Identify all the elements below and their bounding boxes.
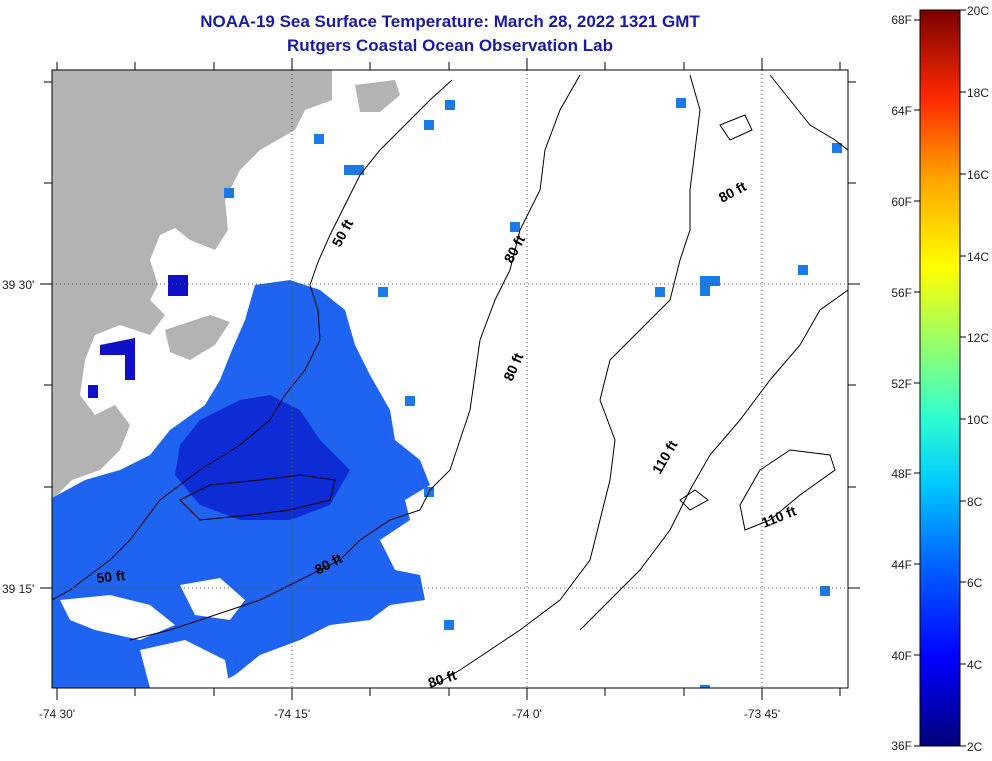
cb-c-14: 14C xyxy=(967,250,989,264)
cb-f-56: 56F xyxy=(891,286,912,300)
cb-c-2: 2C xyxy=(967,740,983,754)
cb-c-4: 4C xyxy=(967,658,983,672)
cb-f-68: 68F xyxy=(891,13,912,27)
cb-f-40: 40F xyxy=(891,649,912,663)
lat-label-39-30: 39 30' xyxy=(2,278,34,292)
colorbar-celsius-labels: 20C 18C 16C 14C 12C 10C 8C 6C 4C 2C xyxy=(967,4,989,754)
cb-c-20: 20C xyxy=(967,4,989,18)
cb-c-10: 10C xyxy=(967,413,989,427)
cb-f-48: 48F xyxy=(891,467,912,481)
cb-f-52: 52F xyxy=(891,377,912,391)
land-mass-north xyxy=(355,80,400,112)
colorbar-ticks xyxy=(914,9,966,747)
lon-label-74-0: -74 0' xyxy=(512,707,542,721)
axis-ticks xyxy=(40,58,860,700)
cb-c-12: 12C xyxy=(967,331,989,345)
cb-c-6: 6C xyxy=(967,576,983,590)
land-mass xyxy=(52,70,332,500)
colorbar-fahrenheit-labels: 68F 64F 60F 56F 52F 48F 44F 40F 36F xyxy=(891,13,912,753)
sst-gap-1 xyxy=(60,595,175,640)
cb-c-8: 8C xyxy=(967,495,983,509)
map-title: NOAA-19 Sea Surface Temperature: March 2… xyxy=(200,12,700,31)
cb-f-64: 64F xyxy=(891,104,912,118)
sst-gap-2 xyxy=(140,640,230,688)
contour-label-50ft-south: 50 ft xyxy=(96,567,127,586)
depth-contours xyxy=(52,74,848,688)
lat-label-39-15: 39 15' xyxy=(2,582,34,596)
map-subtitle: Rutgers Coastal Ocean Observation Lab xyxy=(287,36,613,55)
sst-coverage-dark xyxy=(175,395,350,520)
graticule xyxy=(52,70,848,688)
contour-label-80ft-5: 80 ft xyxy=(426,667,459,691)
lon-label-73-45: -73 45' xyxy=(744,707,780,721)
colorbar xyxy=(919,9,961,747)
cb-f-36: 36F xyxy=(891,739,912,753)
lon-label-74-15: -74 15' xyxy=(274,707,310,721)
map-frame xyxy=(51,69,849,689)
lon-label-74-30: -74 30' xyxy=(39,707,75,721)
cb-f-60: 60F xyxy=(891,195,912,209)
land-mass-peninsula xyxy=(165,315,230,360)
cb-c-18: 18C xyxy=(967,86,989,100)
cb-c-16: 16C xyxy=(967,168,989,182)
sst-inlet-pixels xyxy=(88,275,188,398)
cb-f-44: 44F xyxy=(891,558,912,572)
